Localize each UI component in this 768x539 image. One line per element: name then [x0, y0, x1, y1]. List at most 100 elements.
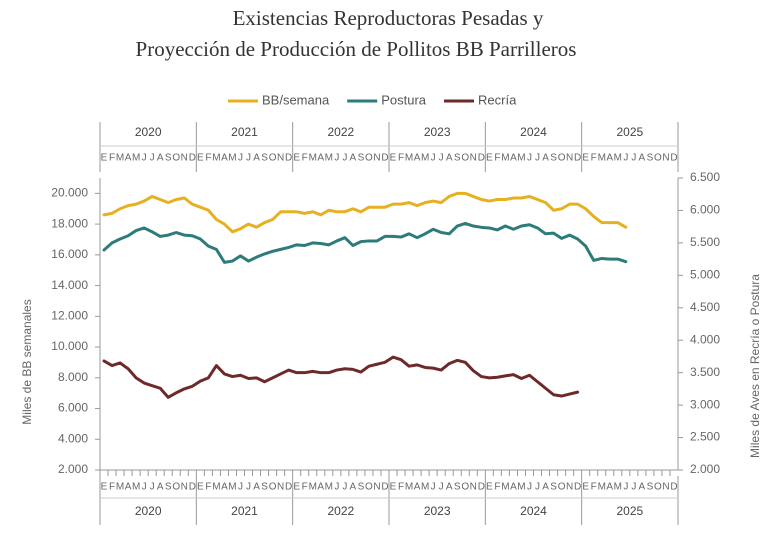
y-tick-label: 14.000 [51, 278, 88, 292]
month-label: N [470, 153, 477, 164]
month-label: J [431, 153, 436, 164]
month-label: M [325, 153, 333, 164]
month-label: S [550, 482, 557, 493]
month-label: A [221, 482, 228, 493]
legend-label: Postura [381, 92, 427, 107]
month-label: J [238, 153, 243, 164]
month-label: A [317, 482, 324, 493]
chart-title: Proyección de Producción de Pollitos BB … [136, 37, 577, 61]
month-label: O [365, 482, 373, 493]
month-label: A [157, 482, 164, 493]
y2-tick-label: 5.000 [690, 268, 720, 282]
y-tick-label: 12.000 [51, 308, 88, 322]
month-label: N [277, 153, 284, 164]
y-tick-label: 8.000 [58, 370, 88, 384]
y-axis-title: Miles de BB semanales [20, 299, 34, 424]
month-label: O [558, 153, 566, 164]
month-label: F [302, 482, 308, 493]
month-label: M [598, 482, 606, 493]
month-label: J [246, 482, 251, 493]
series-line [102, 221, 628, 264]
series-line [102, 191, 628, 234]
month-label: J [535, 153, 540, 164]
year-label: 2025 [616, 504, 643, 518]
year-label: 2024 [520, 125, 547, 139]
month-label: D [285, 482, 292, 493]
month-label: E [582, 482, 589, 493]
month-label: S [550, 153, 557, 164]
month-label: S [261, 153, 268, 164]
y2-tick-label: 2.000 [690, 462, 720, 476]
month-label: A [542, 482, 549, 493]
month-label: M [309, 482, 317, 493]
month-label: A [510, 153, 517, 164]
month-label: J [623, 482, 628, 493]
month-label: M [501, 153, 509, 164]
year-label: 2023 [424, 125, 451, 139]
month-label: E [390, 153, 397, 164]
month-label: J [142, 153, 147, 164]
month-label: J [238, 482, 243, 493]
month-label: J [431, 482, 436, 493]
month-label: F [591, 153, 597, 164]
month-label: M [228, 153, 236, 164]
month-label: J [142, 482, 147, 493]
month-label: A [125, 153, 132, 164]
month-label: N [373, 153, 380, 164]
month-label: O [172, 482, 180, 493]
month-label: E [486, 482, 493, 493]
legend-label: Recría [478, 92, 517, 107]
y2-tick-label: 6.000 [690, 203, 720, 217]
month-label: A [125, 482, 132, 493]
series-line [102, 355, 580, 399]
month-label: J [623, 153, 628, 164]
month-label: M [598, 153, 606, 164]
month-label: J [334, 482, 339, 493]
month-label: M [421, 153, 429, 164]
year-label: 2022 [327, 504, 354, 518]
month-label: D [670, 482, 677, 493]
month-label: A [317, 153, 324, 164]
year-label: 2021 [231, 125, 258, 139]
month-label: M [614, 482, 622, 493]
month-label: M [309, 153, 317, 164]
month-label: S [358, 482, 365, 493]
month-label: O [269, 153, 277, 164]
month-label: M [614, 153, 622, 164]
month-label: J [631, 482, 636, 493]
y2-tick-label: 3.000 [690, 397, 720, 411]
month-label: N [181, 153, 188, 164]
month-label: O [365, 153, 373, 164]
month-label: M [325, 482, 333, 493]
month-label: D [574, 482, 581, 493]
month-label: D [381, 153, 388, 164]
month-label: F [398, 153, 404, 164]
month-label: M [228, 482, 236, 493]
month-label: A [542, 153, 549, 164]
month-label: D [189, 153, 196, 164]
year-label: 2024 [520, 504, 547, 518]
month-label: F [591, 482, 597, 493]
month-label: M [212, 482, 220, 493]
month-label: A [350, 153, 357, 164]
month-label: J [439, 153, 444, 164]
year-label: 2023 [424, 504, 451, 518]
month-label: A [639, 153, 646, 164]
month-label: M [405, 482, 413, 493]
month-label: F [302, 153, 308, 164]
month-label: S [454, 482, 461, 493]
month-label: E [293, 482, 300, 493]
month-label: F [205, 153, 211, 164]
month-label: N [181, 482, 188, 493]
month-label: D [574, 153, 581, 164]
month-label: J [246, 153, 251, 164]
month-label: J [527, 153, 532, 164]
month-label: N [662, 153, 669, 164]
month-label: E [197, 482, 204, 493]
month-label: J [527, 482, 532, 493]
month-label: O [461, 153, 469, 164]
y-tick-label: 16.000 [51, 247, 88, 261]
month-label: A [606, 153, 613, 164]
month-label: A [350, 482, 357, 493]
